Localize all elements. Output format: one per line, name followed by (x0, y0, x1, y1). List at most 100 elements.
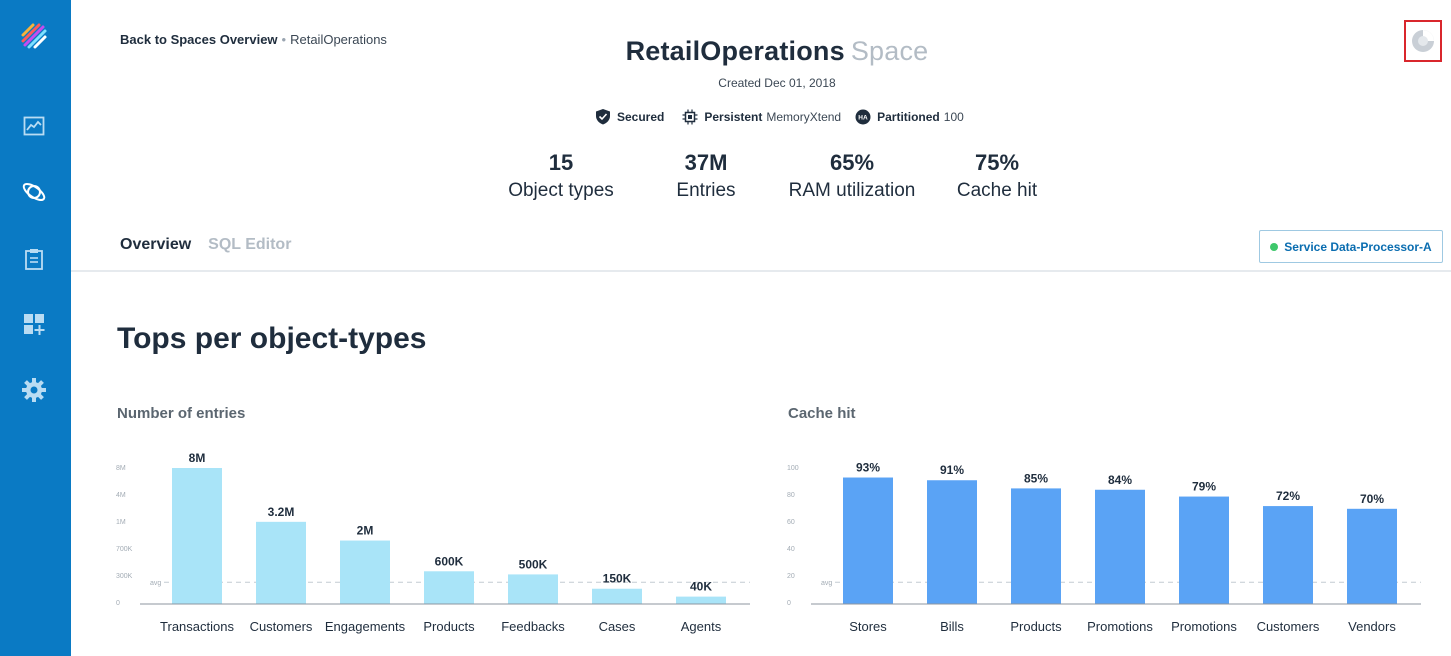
section-title: Tops per object-types (117, 322, 427, 355)
tab-overview[interactable]: Overview (120, 236, 192, 253)
y-tick-label: 300K (116, 573, 133, 580)
tab-divider (71, 270, 1451, 272)
bar[interactable] (676, 596, 726, 604)
category-label: Engagements (325, 619, 406, 634)
app-logo[interactable] (20, 22, 48, 50)
secured-label: Secured (617, 109, 665, 124)
cache-hit-chart: 0 20 40 60 80 100 avg 93% Stores 91% Bills 85% Produ… (787, 461, 1421, 634)
secured-badge: Secured (595, 108, 668, 125)
entries-chart-title: Number of entries (117, 405, 246, 422)
sidebar-item-settings[interactable] (21, 377, 47, 403)
bar-value-label: 79% (1192, 480, 1216, 494)
ha-icon: HA (855, 109, 871, 124)
shield-icon (596, 109, 610, 125)
bar-value-label: 600K (435, 554, 464, 568)
breadcrumb-separator: • (281, 32, 287, 47)
pie-refresh-icon (1412, 30, 1434, 52)
category-label: Products (423, 619, 475, 634)
bar[interactable] (256, 521, 306, 604)
bar-value-label: 91% (940, 463, 964, 477)
sidebar-item-spaces[interactable] (21, 179, 47, 205)
bar-value-label: 70% (1360, 492, 1384, 506)
bar[interactable] (927, 480, 977, 604)
category-label: Feedbacks (501, 619, 565, 634)
space-name: RetailOperations (625, 36, 845, 66)
stat-object-types: 15 Object types (486, 150, 636, 202)
y-tick-label: 0 (787, 600, 791, 607)
stat-label: RAM utilization (788, 180, 916, 201)
bar[interactable] (1347, 508, 1397, 604)
stat-ram-utilization: 65% RAM utilization (777, 150, 927, 202)
back-to-spaces-link[interactable]: Back to Spaces Overview (120, 32, 278, 47)
category-label: Agents (681, 619, 722, 634)
stat-value: 37M (684, 150, 728, 175)
persistent-value: MemoryXtend (766, 109, 842, 124)
bar-value-label: 500K (519, 557, 548, 571)
category-label: Customers (250, 619, 313, 634)
stat-value: 65% (829, 150, 875, 175)
sidebar-item-analytics[interactable] (21, 113, 47, 139)
bar-value-label: 2M (357, 524, 374, 538)
category-label: Bills (940, 619, 964, 634)
bar[interactable] (1011, 488, 1061, 604)
bar-value-label: 85% (1024, 471, 1048, 485)
y-tick-label: 60 (787, 519, 795, 526)
y-tick-label: 20 (787, 573, 795, 580)
space-suffix: Space (850, 36, 929, 66)
stat-label: Object types (508, 180, 614, 201)
stat-cache-hit: 75% Cache hit (922, 150, 1072, 202)
status-dot (1270, 242, 1279, 251)
category-label: Stores (849, 619, 887, 634)
tab-sql-editor[interactable]: SQL Editor (208, 236, 292, 253)
category-label: Customers (1257, 619, 1320, 634)
ha-icon-text: HA (858, 114, 868, 121)
y-tick-label: 40 (787, 546, 795, 553)
category-label: Products (1010, 619, 1062, 634)
bar-value-label: 40K (690, 580, 712, 594)
stat-entries: 37M Entries (631, 150, 781, 202)
category-label: Promotions (1087, 619, 1153, 634)
breadcrumb-current: RetailOperations (290, 32, 387, 47)
gear-icon (22, 378, 46, 402)
bar[interactable] (424, 571, 474, 604)
chart-icon (23, 116, 45, 136)
cache-hit-chart-title: Cache hit (788, 405, 856, 422)
page-title: RetailOperations Space (490, 36, 1064, 67)
bar[interactable] (1179, 496, 1229, 604)
y-tick-label: 8M (116, 465, 126, 472)
bar[interactable] (508, 574, 558, 604)
sidebar (0, 0, 71, 656)
bar[interactable] (1095, 489, 1145, 604)
stat-value: 75% (974, 150, 1020, 175)
avg-label: avg (821, 580, 832, 587)
y-tick-label: 4M (116, 492, 126, 499)
stat-label: Entries (676, 180, 736, 201)
bar[interactable] (592, 588, 642, 604)
created-date: Created Dec 01, 2018 (718, 76, 836, 90)
bar[interactable] (340, 540, 390, 604)
refresh-button[interactable] (1404, 20, 1442, 62)
service-button[interactable]: Service Data-Processor-A (1259, 230, 1443, 263)
category-label: Cases (599, 619, 636, 634)
clipboard-icon (25, 249, 43, 270)
service-button-label: Service Data-Processor-A (1284, 239, 1432, 254)
bar-value-label: 8M (189, 451, 206, 465)
persistent-badge: Persistent MemoryXtend (682, 109, 841, 125)
stat-label: Cache hit (956, 180, 1038, 201)
stat-value: 15 (548, 150, 574, 175)
bar-value-label: 93% (856, 461, 880, 475)
y-tick-label: 100 (787, 465, 799, 472)
category-label: Vendors (1348, 619, 1396, 634)
sidebar-item-tasks[interactable] (21, 246, 47, 272)
persistent-label: Persistent (704, 109, 763, 124)
bar-value-label: 150K (603, 572, 632, 586)
breadcrumb: Back to Spaces Overview • RetailOperations (120, 32, 387, 47)
add-widget-icon (24, 314, 45, 335)
y-tick-label: 700K (116, 546, 133, 553)
partitioned-badge: HA Partitioned 100 (855, 109, 964, 125)
bar[interactable] (843, 477, 893, 604)
bar[interactable] (1263, 506, 1313, 604)
bar[interactable] (172, 468, 222, 604)
sidebar-item-widgets[interactable] (21, 311, 47, 337)
partitioned-value: 100 (943, 109, 964, 124)
